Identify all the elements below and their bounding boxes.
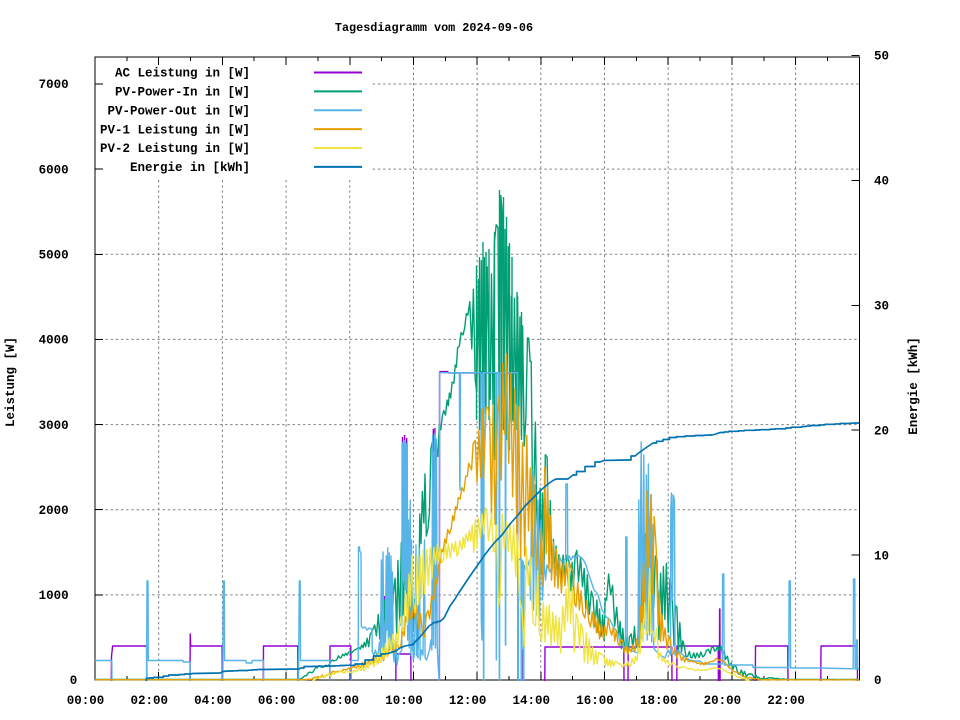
svg-text:6000: 6000 xyxy=(39,163,69,177)
svg-text:10: 10 xyxy=(874,549,889,563)
svg-text:18:00: 18:00 xyxy=(640,694,678,708)
svg-text:22:00: 22:00 xyxy=(767,694,805,708)
svg-text:7000: 7000 xyxy=(39,78,69,92)
svg-text:0: 0 xyxy=(874,674,882,688)
svg-text:04:00: 04:00 xyxy=(194,694,232,708)
svg-text:14:00: 14:00 xyxy=(513,694,551,708)
svg-text:PV-Power-Out in [W]: PV-Power-Out in [W] xyxy=(107,105,250,119)
svg-text:PV-Power-In in [W]: PV-Power-In in [W] xyxy=(115,86,250,100)
svg-text:PV-1 Leistung in [W]: PV-1 Leistung in [W] xyxy=(100,123,250,137)
svg-text:Leistung [W]: Leistung [W] xyxy=(4,337,18,427)
svg-text:10:00: 10:00 xyxy=(385,694,423,708)
svg-text:30: 30 xyxy=(874,300,889,314)
svg-text:3000: 3000 xyxy=(39,419,69,433)
svg-text:40: 40 xyxy=(874,175,889,189)
svg-text:1000: 1000 xyxy=(39,589,69,603)
svg-text:16:00: 16:00 xyxy=(576,694,614,708)
svg-text:AC Leistung in [W]: AC Leistung in [W] xyxy=(115,67,250,81)
svg-text:50: 50 xyxy=(874,50,889,64)
svg-text:2000: 2000 xyxy=(39,504,69,518)
svg-text:4000: 4000 xyxy=(39,334,69,348)
svg-text:20: 20 xyxy=(874,424,889,438)
svg-text:06:00: 06:00 xyxy=(258,694,296,708)
svg-text:12:00: 12:00 xyxy=(449,694,487,708)
svg-text:20:00: 20:00 xyxy=(704,694,742,708)
svg-text:Energie in [kWh]: Energie in [kWh] xyxy=(130,161,250,175)
svg-text:Tagesdiagramm vom 2024-09-06: Tagesdiagramm vom 2024-09-06 xyxy=(335,21,533,35)
svg-text:5000: 5000 xyxy=(39,249,69,263)
svg-text:02:00: 02:00 xyxy=(130,694,168,708)
svg-text:0: 0 xyxy=(70,674,78,688)
svg-text:00:00: 00:00 xyxy=(67,694,105,708)
svg-text:Energie [kWh]: Energie [kWh] xyxy=(907,337,921,435)
svg-text:08:00: 08:00 xyxy=(322,694,360,708)
svg-text:PV-2 Leistung in [W]: PV-2 Leistung in [W] xyxy=(100,142,250,156)
